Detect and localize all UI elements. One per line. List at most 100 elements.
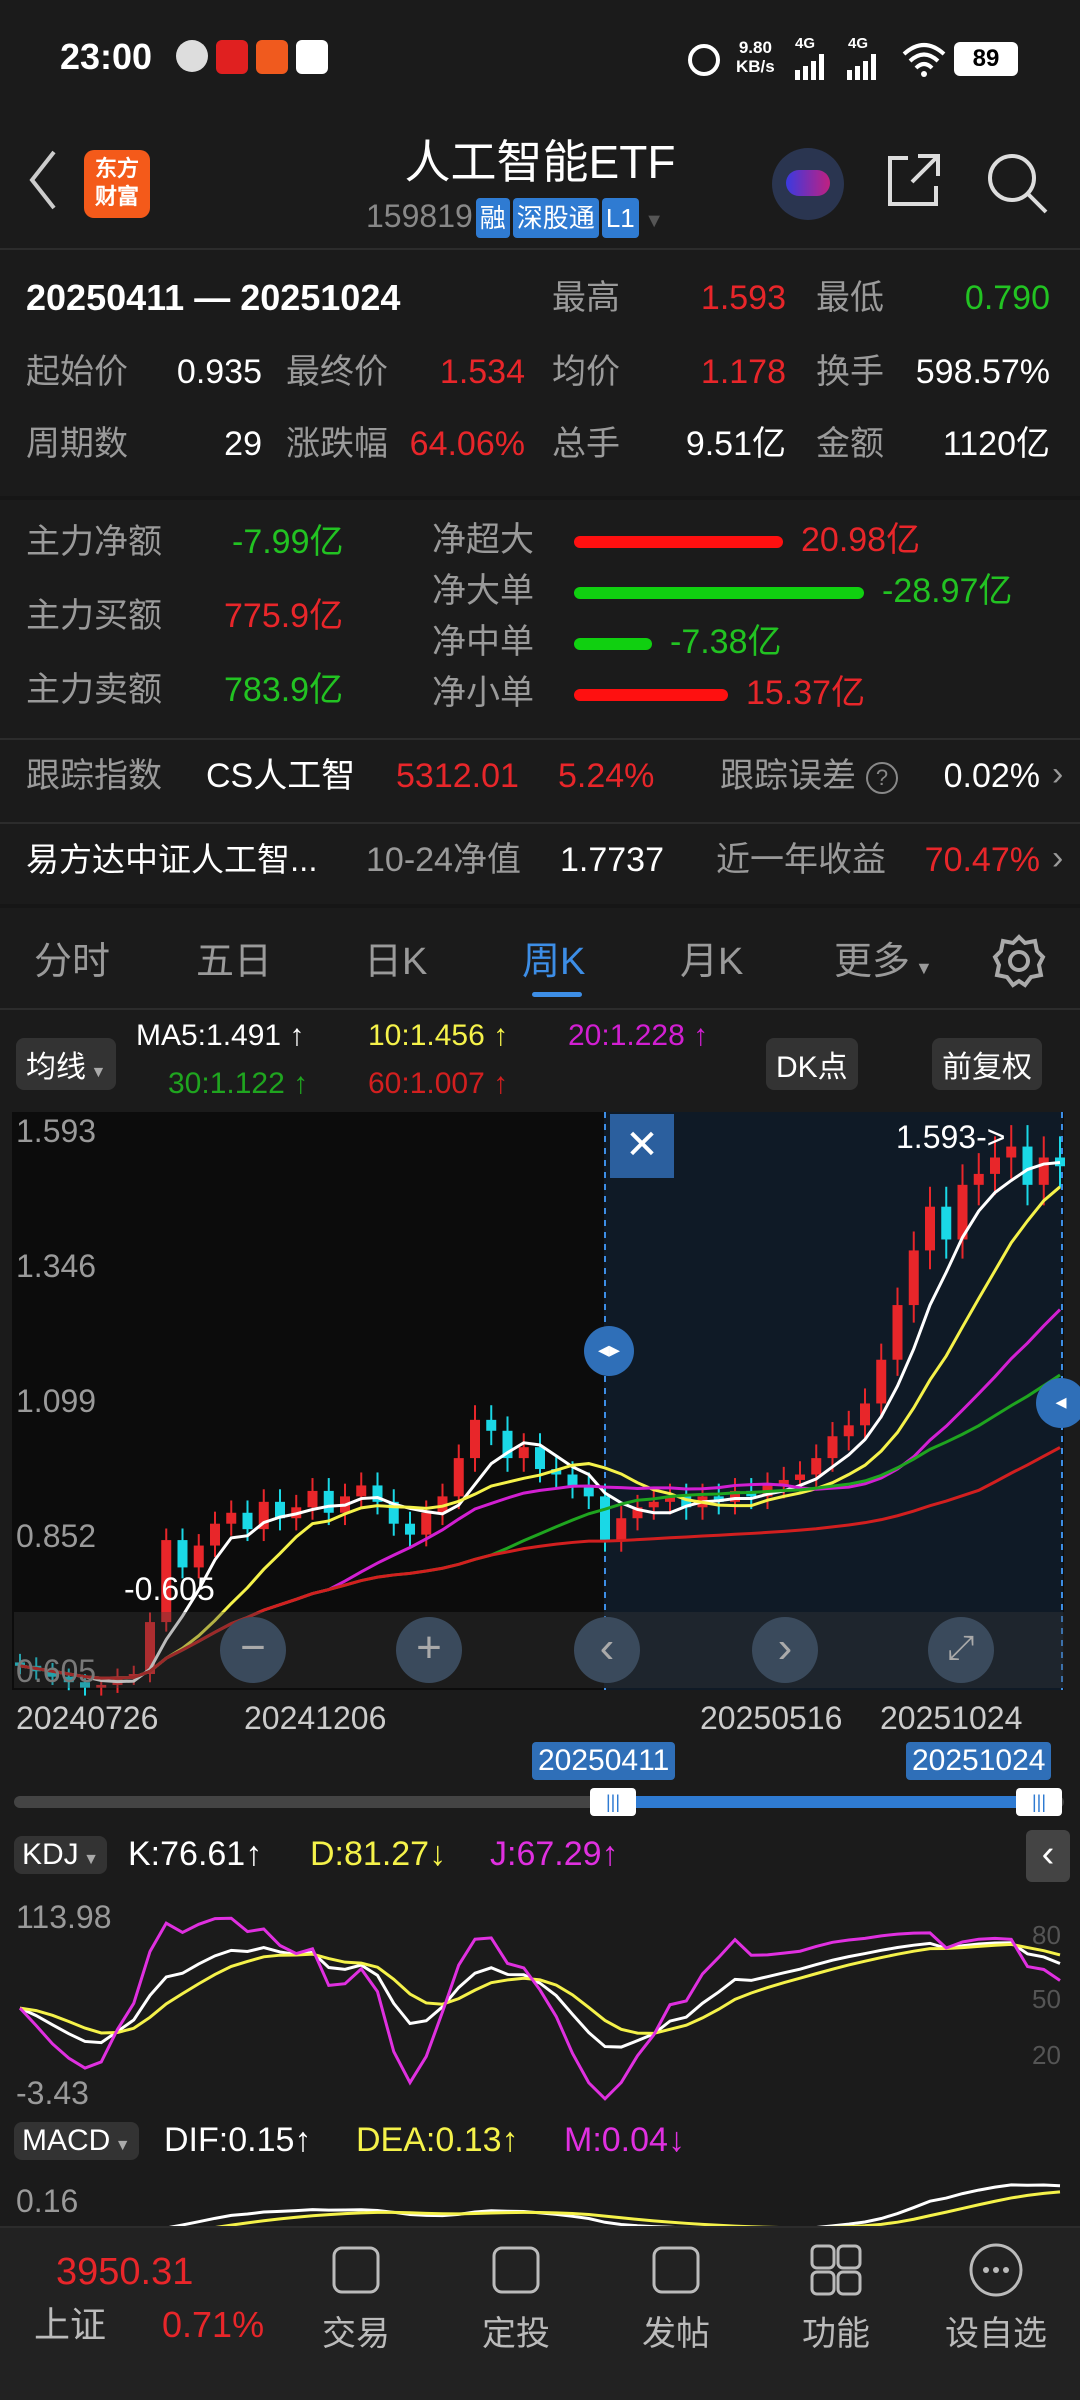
macd-label: MACD [22, 2124, 111, 2157]
index-name[interactable]: 上证 [34, 2304, 107, 2345]
candle-body [860, 1403, 870, 1426]
range-slider-right-thumb[interactable]: ||| [1016, 1788, 1062, 1816]
nav-item-3[interactable]: 功能 [766, 2240, 906, 2355]
fullscreen-button[interactable]: ⤢ [928, 1617, 994, 1683]
back-icon[interactable] [26, 148, 58, 212]
speed-unit: KB/s [736, 57, 775, 76]
selection-start-badge: 20250411 [532, 1742, 676, 1780]
dk-point-button[interactable]: DK点 [766, 1038, 858, 1090]
kdj-selector-button[interactable]: KDJ ▼ [14, 1836, 107, 1874]
stock-code-line[interactable]: 159819 融深股通 L1 ▼ [366, 196, 664, 241]
tab-0[interactable]: 分时 [34, 930, 110, 985]
app-plane-icon [256, 40, 288, 74]
help-icon[interactable]: ? [866, 762, 898, 794]
next-button[interactable]: › [752, 1617, 818, 1683]
chevron-right-icon[interactable]: › [1052, 839, 1064, 877]
tab-2[interactable]: 日K [364, 930, 427, 985]
candle-body [502, 1430, 513, 1459]
range-handle-right[interactable]: ◂ [1036, 1378, 1080, 1428]
ma20-value: 20:1.228 ↑ [568, 1019, 709, 1052]
fund-name[interactable]: 易方达中证人工智... [26, 841, 318, 878]
assistant-avatar[interactable] [772, 148, 844, 220]
y-tick-label: 0.605 [16, 1653, 97, 1689]
candle-body [96, 1684, 107, 1688]
nav-item-0[interactable]: 交易 [286, 2240, 426, 2355]
flow-label: 主力买额 [26, 597, 162, 635]
nav-item-2[interactable]: 发帖 [606, 2240, 746, 2355]
candle-body [648, 1501, 659, 1508]
tab-1[interactable]: 五日 [196, 930, 272, 985]
tab-underline [532, 992, 582, 997]
tab-4[interactable]: 月K [680, 930, 743, 985]
zoom-out-button[interactable]: − [220, 1617, 286, 1683]
candle-body [535, 1447, 545, 1470]
low-note: -0.605 [124, 1571, 215, 1607]
flow-order-value: 15.37亿 [746, 674, 866, 712]
zoom-in-button[interactable]: + [396, 1617, 462, 1683]
flow-order-label: 净小单 [432, 674, 534, 712]
range-slider-left-thumb[interactable]: ||| [590, 1788, 636, 1816]
prev-button[interactable]: ‹ [574, 1617, 640, 1683]
x-tick-label: 20241206 [244, 1700, 387, 1736]
app-logo[interactable]: 东方 财富 [84, 150, 150, 218]
candle-body [226, 1512, 237, 1524]
index-value[interactable]: 3950.31 [56, 2251, 194, 2293]
tab-label: 月K [680, 941, 744, 983]
kdj-ref-50: 50 [1032, 1984, 1061, 2014]
nav-item-1[interactable]: 定投 [446, 2240, 586, 2355]
candle-body [795, 1474, 805, 1480]
flow-bar [574, 638, 652, 650]
tracking-index[interactable]: CS人工智 [206, 757, 356, 795]
collapse-panel-button[interactable]: ‹ [1026, 1830, 1070, 1882]
candle-body [990, 1157, 1000, 1174]
range-handle-left[interactable]: ◂▸ [584, 1326, 634, 1376]
chevron-right-icon[interactable]: › [1052, 755, 1064, 793]
tab-5[interactable]: 更多 ▼ [834, 930, 933, 985]
tab-3[interactable]: 周K [522, 930, 585, 997]
nav-item-4[interactable]: 设自选 [926, 2240, 1066, 2355]
flow-bar [574, 587, 864, 599]
ma5-label: MA5:1.491 [136, 1019, 282, 1052]
app-c-icon [216, 40, 248, 74]
dea-line [215, 2190, 1061, 2226]
flow-order-label: 净超大 [432, 521, 534, 559]
macd-dea: DEA:0.13↑ [356, 2121, 519, 2159]
tab-label: 分时 [34, 941, 111, 983]
ma5-line [19, 1161, 1061, 1684]
tracking-points: 5312.01 [396, 757, 519, 795]
candle-body [15, 1662, 25, 1666]
kdj-k: K:76.61↑ [128, 1835, 263, 1873]
ma10-value: 10:1.456 ↑ [368, 1019, 509, 1052]
close-selection-button[interactable]: ✕ [610, 1114, 674, 1178]
macd-m: M:0.04↓ [564, 2121, 685, 2159]
candle-body [1022, 1146, 1033, 1185]
speed-value: 9.80 [738, 38, 772, 57]
candle-body [827, 1436, 838, 1459]
candle-body [551, 1469, 562, 1475]
j-value: J:67.29 [490, 1835, 602, 1873]
candle-body [518, 1447, 529, 1459]
signal-bars-icon [795, 54, 876, 80]
kdj-d: D:81.27↓ [310, 1835, 447, 1873]
macd-selector-button[interactable]: MACD ▼ [14, 2122, 139, 2160]
nav-label: 发帖 [642, 2315, 710, 2353]
ma-selector-button[interactable]: 均线 ▼ [16, 1038, 117, 1090]
y-tick-label: 1.099 [16, 1383, 97, 1419]
candle-body [681, 1496, 692, 1508]
return-label: 近一年收益 [716, 841, 886, 879]
settings-gear-icon[interactable] [992, 934, 1046, 988]
share-icon[interactable] [884, 150, 944, 210]
candle-body [177, 1540, 188, 1568]
ma-button-label: 均线 [26, 1051, 86, 1084]
dif-value: DIF:0.15 [164, 2121, 295, 2159]
search-icon[interactable] [984, 150, 1050, 216]
adjust-mode-button[interactable]: 前复权 [932, 1038, 1042, 1090]
range-slider-selection[interactable] [610, 1796, 1040, 1808]
candlestick-chart[interactable] [0, 1110, 1080, 1774]
flow-label: 主力净额 [26, 523, 162, 561]
candle-body [665, 1496, 675, 1502]
candle-body [843, 1425, 854, 1437]
alarm-icon [688, 44, 720, 76]
candle-body [778, 1479, 789, 1486]
candle-body [47, 1671, 58, 1677]
